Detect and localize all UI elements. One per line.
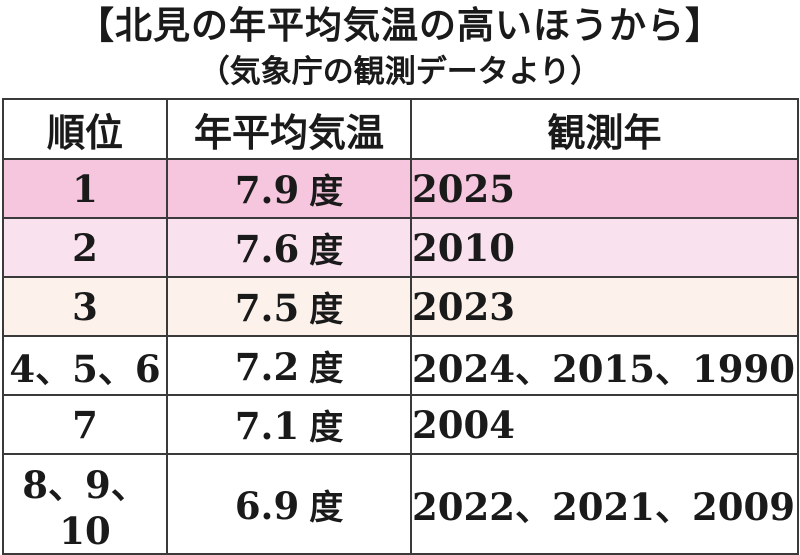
- temperature-unit: 度: [309, 172, 344, 212]
- year-cell: 2004: [410, 394, 799, 455]
- rank-cell: 1: [2, 158, 168, 219]
- rank-cell: 7: [2, 394, 168, 455]
- table-row: 1 7.9 度 2025: [2, 158, 799, 219]
- rank-cell: 8、9、10: [2, 453, 168, 555]
- temperature-unit: 度: [309, 408, 344, 448]
- rank-cell: 4、5、6: [2, 335, 168, 396]
- temperature-ranking-table: 順位 年平均気温 観測年 1 7.9 度 2025 2 7.6 度 2010 3 7…: [2, 98, 799, 555]
- header-average-temperature: 年平均気温: [166, 98, 412, 160]
- rank-cell: 2: [2, 217, 168, 278]
- year-cell: 2024、2015、1990: [410, 335, 799, 396]
- year-cell: 2023: [410, 276, 799, 337]
- year-cell: 2010: [410, 217, 799, 278]
- page-subtitle: （気象庁の観測データより）: [198, 54, 602, 90]
- temperature-value: 6.9: [234, 483, 300, 528]
- temperature-cell: 6.9 度: [166, 453, 412, 555]
- table-row: 2 7.6 度 2010: [2, 217, 799, 278]
- header-observation-year: 観測年: [410, 98, 799, 160]
- table-row: 7 7.1 度 2004: [2, 394, 799, 455]
- page-title: 【北見の年平均気温の高いほうから】: [77, 4, 723, 47]
- year-cell: 2025: [410, 158, 799, 219]
- temperature-unit: 度: [309, 231, 344, 271]
- rank-cell: 3: [2, 276, 168, 337]
- temperature-cell: 7.9 度: [166, 158, 412, 219]
- temperature-value: 7.6: [234, 227, 300, 271]
- temperature-cell: 7.5 度: [166, 276, 412, 337]
- temperature-value: 7.2: [234, 345, 300, 389]
- temperature-value: 7.5: [234, 286, 300, 330]
- temperature-cell: 7.6 度: [166, 217, 412, 278]
- year-cell: 2022、2021、2009: [410, 453, 799, 555]
- table-row: 3 7.5 度 2023: [2, 276, 799, 337]
- temperature-value: 7.9: [234, 168, 300, 212]
- table-row: 4、5、6 7.2 度 2024、2015、1990: [2, 335, 799, 396]
- table-row: 8、9、10 6.9 度 2022、2021、2009: [2, 453, 799, 555]
- temperature-unit: 度: [309, 349, 344, 389]
- header-rank: 順位: [2, 98, 168, 160]
- temperature-value: 7.1: [234, 404, 300, 448]
- temperature-unit: 度: [309, 290, 344, 330]
- temperature-cell: 7.2 度: [166, 335, 412, 396]
- temperature-unit: 度: [309, 487, 344, 528]
- table-header-row: 順位 年平均気温 観測年: [2, 98, 799, 160]
- temperature-cell: 7.1 度: [166, 394, 412, 455]
